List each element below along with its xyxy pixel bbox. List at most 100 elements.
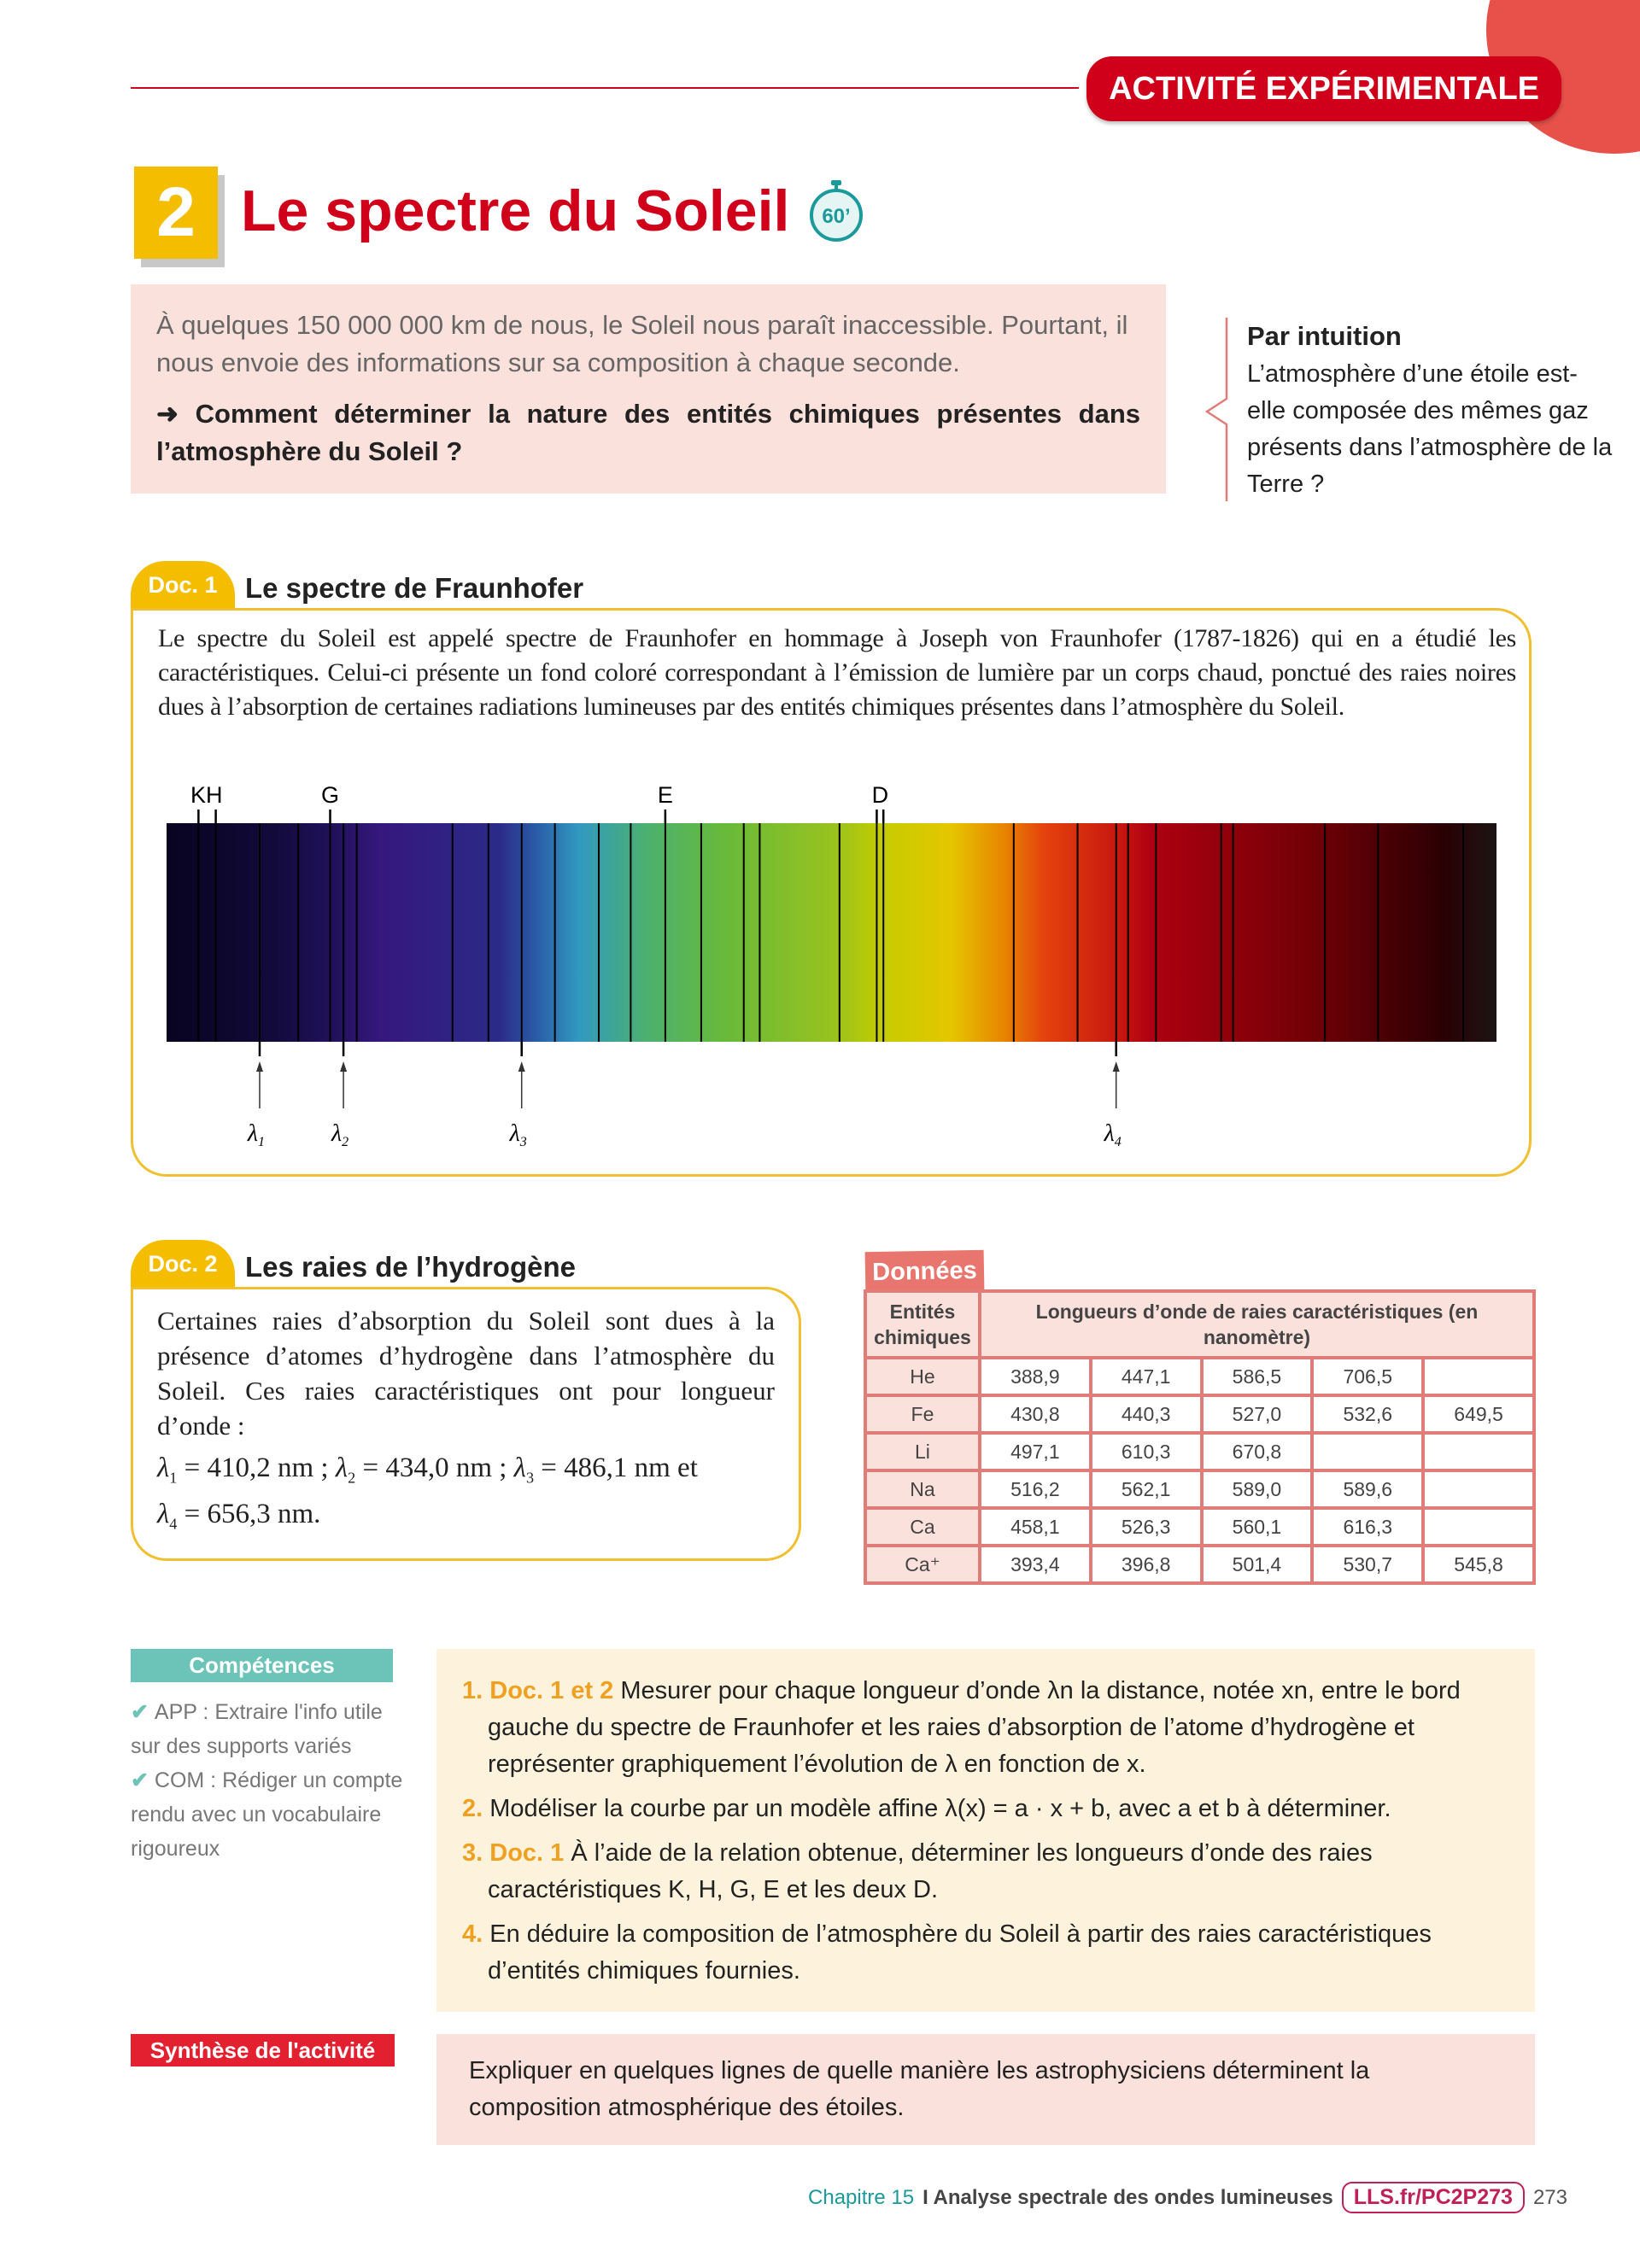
wavelength-cell: 393,4 [977, 1544, 1092, 1585]
fraunhofer-spectrum: KH G E D λ1 λ2 λ3 λ4 [167, 782, 1496, 1149]
stopwatch-icon: 60’ [810, 180, 864, 242]
intuition-box: Par intuition L’atmosphère d’une étoile … [1247, 318, 1614, 503]
footer-chapter: Chapitre 15 [808, 2185, 915, 2209]
doc1-text: Le spectre du Soleil est appelé spectre … [158, 624, 1516, 721]
header-rule [131, 87, 1079, 89]
wavelength-cell: 526,3 [1088, 1506, 1204, 1547]
synthese-box: Expliquer en quelques lignes de quelle m… [436, 2034, 1535, 2145]
arrow-head-icon [1112, 1061, 1120, 1072]
questions-box: 1. Doc. 1 et 2 Mesurer pour chaque longu… [436, 1649, 1535, 2012]
lambda-label: λ2 [331, 1120, 348, 1149]
wavelength-cell [1421, 1356, 1536, 1397]
lambda-label: λ3 [509, 1120, 527, 1149]
competences-list: ✔ APP : Extraire l'info utile sur des su… [131, 1695, 404, 1866]
footer-section: I Analyse spectrale des ondes lumineuses [922, 2185, 1333, 2209]
wavelength-cell: 545,8 [1421, 1544, 1536, 1585]
page-number: 273 [1532, 2185, 1567, 2209]
wavelength-cell: 560,1 [1199, 1506, 1315, 1547]
wavelength-cell: 527,0 [1199, 1394, 1315, 1435]
table-row: Fe 430,8 440,3 527,0 532,6 649,5 [864, 1394, 1536, 1435]
line-label: G [321, 782, 339, 808]
intro-question: ➜ Comment déterminer la nature des entit… [156, 399, 1140, 466]
synthese-tag: Synthèse de l'activité [131, 2034, 395, 2066]
lambda-value: λ4 = 656,3 nm. [157, 1498, 321, 1533]
hydrogen-wavelengths: λ1 = 410,2 nm ; λ2 = 434,0 nm ; λ3 = 486… [157, 1450, 775, 1541]
donnees-tab: Données [864, 1249, 985, 1294]
wavelength-cell: 440,3 [1088, 1394, 1204, 1435]
table-row: Li 497,1 610,3 670,8 [864, 1431, 1536, 1472]
timer-label: 60’ [823, 205, 851, 228]
wavelength-cell: 616,3 [1310, 1506, 1426, 1547]
question-item: 1. Doc. 1 et 2 Mesurer pour chaque longu… [462, 1677, 1461, 1778]
doc1-tab: Doc. 1 [131, 561, 235, 609]
line-label: KH [190, 782, 223, 808]
wavelength-cell: 497,1 [977, 1431, 1092, 1472]
footer: Chapitre 15 I Analyse spectrale des onde… [735, 2182, 1567, 2213]
table-row: Na 516,2 562,1 589,0 589,6 [864, 1469, 1536, 1510]
table-row: Ca⁺ 393,4 396,8 501,4 530,7 545,8 [864, 1544, 1536, 1585]
doc2-box: Certaines raies d’absorption du Soleil s… [131, 1287, 801, 1562]
wavelength-cell: 589,6 [1310, 1469, 1426, 1510]
line-label: D [872, 782, 889, 808]
wavelength-cell: 501,4 [1199, 1544, 1315, 1585]
entity-cell: Na [864, 1469, 981, 1510]
intro-text: À quelques 150 000 000 km de nous, le So… [156, 310, 1128, 377]
intuition-bracket [1204, 318, 1228, 501]
entity-cell: Ca [864, 1506, 981, 1547]
entity-cell: Fe [864, 1394, 981, 1435]
activity-number: 2 [134, 167, 218, 259]
intuition-text: L’atmosphère d’une étoile est-elle compo… [1247, 360, 1613, 498]
spectrum-band [167, 823, 1496, 1042]
check-icon: ✔ [131, 1768, 155, 1792]
wavelength-cell: 430,8 [977, 1394, 1092, 1435]
wavelength-cell: 458,1 [977, 1506, 1092, 1547]
wavelength-cell: 562,1 [1088, 1469, 1204, 1510]
wavelength-cell [1421, 1469, 1536, 1510]
check-icon: ✔ [131, 1700, 155, 1724]
doc2-tab: Doc. 2 [131, 1240, 235, 1288]
arrow-head-icon [340, 1061, 348, 1072]
doc2-text: Certaines raies d’absorption du Soleil s… [157, 1306, 775, 1441]
lambda-value: λ3 = 486,1 nm et [513, 1453, 698, 1487]
entity-cell: Ca⁺ [864, 1544, 981, 1585]
wavelength-cell [1421, 1431, 1536, 1472]
question-item: 2. Modéliser la courbe par un modèle aff… [462, 1795, 1391, 1822]
title-row: Le spectre du Soleil 60’ [241, 178, 864, 244]
competences-tag: Compétences [131, 1649, 393, 1682]
wavelength-cell: 589,0 [1199, 1469, 1315, 1510]
wavelength-cell: 532,6 [1310, 1394, 1426, 1435]
intro-box: À quelques 150 000 000 km de nous, le So… [131, 284, 1166, 494]
lambda-value: λ1 = 410,2 nm ; [157, 1453, 336, 1487]
wavelength-cell: 447,1 [1088, 1356, 1204, 1397]
lambda-value: λ2 = 434,0 nm ; [335, 1453, 514, 1487]
intuition-title: Par intuition [1247, 321, 1402, 351]
competence-item: ✔ APP : Extraire l'info utile sur des su… [131, 1700, 383, 1758]
question-item: 3. Doc. 1 À l’aide de la relation obtenu… [462, 1839, 1373, 1903]
doc1-title: Le spectre de Fraunhofer [245, 572, 584, 604]
wavelength-cell [1421, 1506, 1536, 1547]
wavelength-cell: 516,2 [977, 1469, 1092, 1510]
table-row: Ca 458,1 526,3 560,1 616,3 [864, 1506, 1536, 1547]
col-wavelengths: Longueurs d’onde de raies caractéristiqu… [977, 1289, 1537, 1359]
competence-item: ✔ COM : Rédiger un compte rendu avec un … [131, 1768, 403, 1861]
wavelength-cell [1310, 1431, 1426, 1472]
wavelength-cell: 706,5 [1310, 1356, 1426, 1397]
lambda-label: λ1 [247, 1120, 265, 1149]
wavelength-cell: 586,5 [1199, 1356, 1315, 1397]
wavelength-cell: 649,5 [1421, 1394, 1536, 1435]
question-item: 4. En déduire la composition de l’atmosp… [462, 1920, 1432, 1984]
arrow-head-icon [255, 1061, 263, 1072]
page-title: Le spectre du Soleil [241, 178, 790, 243]
wavelength-cell: 610,3 [1088, 1431, 1204, 1472]
col-entities: Entités chimiques [864, 1289, 981, 1359]
arrow-head-icon [518, 1061, 525, 1072]
wavelength-table: Entités chimiques Longueurs d’onde de ra… [864, 1289, 1537, 1585]
doc2-title: Les raies de l’hydrogène [245, 1251, 576, 1283]
entity-cell: He [864, 1356, 981, 1397]
footer-link[interactable]: LLS.fr/PC2P273 [1341, 2182, 1525, 2213]
activity-banner: ACTIVITÉ EXPÉRIMENTALE [1086, 56, 1561, 121]
wavelength-cell: 530,7 [1310, 1544, 1426, 1585]
wavelength-cell: 388,9 [977, 1356, 1092, 1397]
lambda-label: λ4 [1104, 1120, 1122, 1149]
wavelength-cell: 670,8 [1199, 1431, 1315, 1472]
